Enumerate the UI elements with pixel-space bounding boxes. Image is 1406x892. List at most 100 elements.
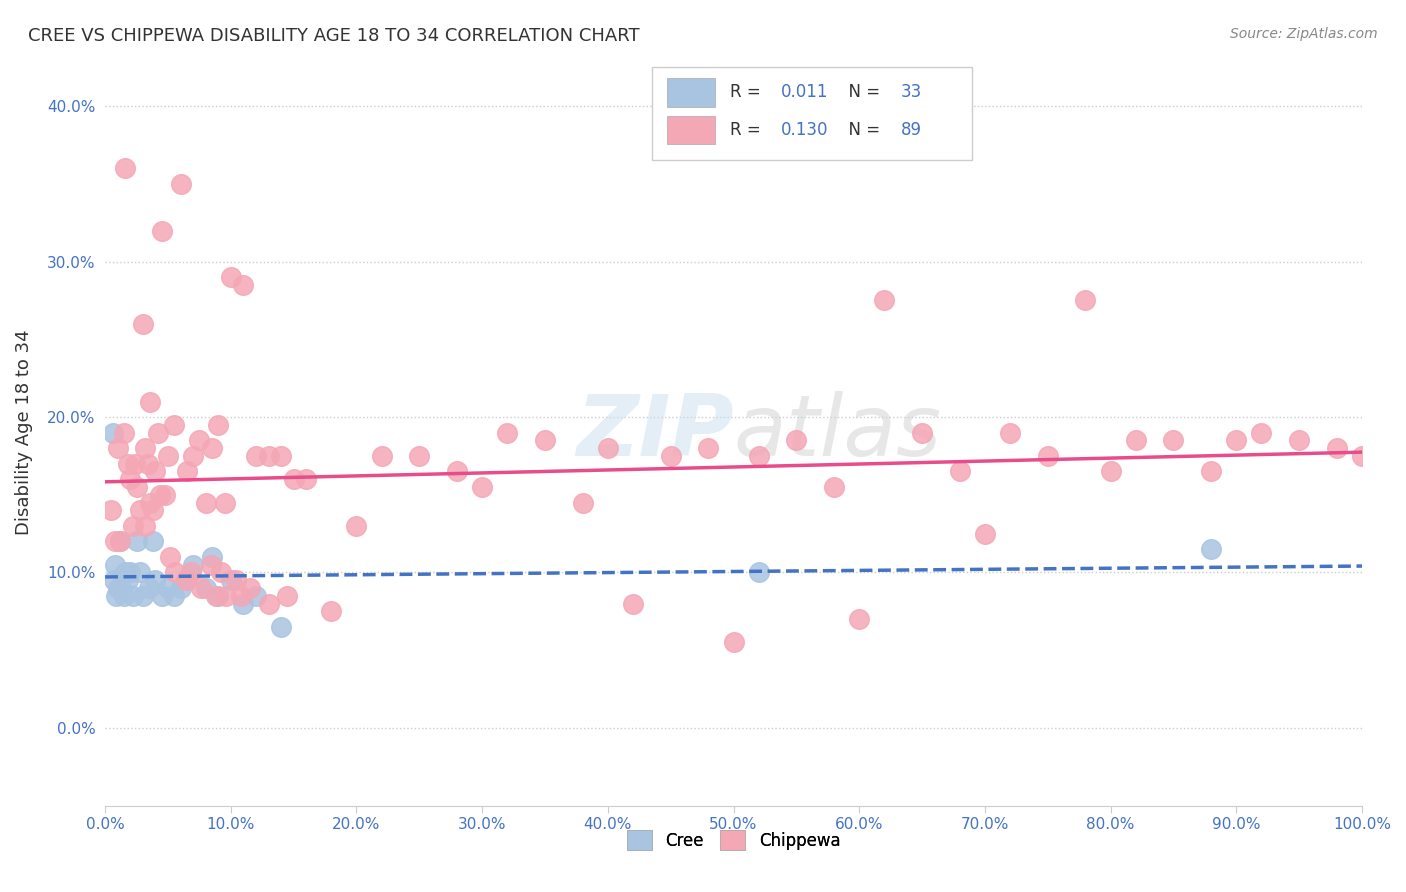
Point [100,503,122,517]
Point [225,573,247,587]
Point [104,534,127,549]
Point [321,604,343,618]
Point [159,549,181,564]
Text: CREE VS CHIPPEWA DISABILITY AGE 18 TO 34 CORRELATION CHART: CREE VS CHIPPEWA DISABILITY AGE 18 TO 34… [28,27,640,45]
Text: ZIP: ZIP [576,391,734,474]
Point [748,566,770,580]
Text: 0.011: 0.011 [782,84,828,102]
Point [108,534,131,549]
Point [114,161,136,176]
Point [121,519,143,533]
Point [150,223,173,237]
Point [181,449,204,463]
Point [1036,449,1059,463]
Point [873,293,896,308]
Point [188,434,211,448]
Point [139,495,162,509]
Point [194,495,217,509]
Point [659,449,682,463]
Point [110,581,132,595]
Y-axis label: Disability Age 18 to 34: Disability Age 18 to 34 [15,330,32,535]
Point [219,270,242,285]
Text: R =: R = [730,120,766,139]
FancyBboxPatch shape [652,67,973,161]
Point [155,488,177,502]
Point [1199,542,1222,557]
Point [245,589,267,603]
Point [295,472,318,486]
Point [120,472,142,486]
Point [229,589,252,603]
Point [346,519,368,533]
Text: N =: N = [838,120,886,139]
Point [1099,465,1122,479]
Point [117,457,139,471]
Point [748,449,770,463]
Point [998,425,1021,440]
Point [207,417,229,432]
Point [201,441,224,455]
Point [232,597,254,611]
Point [215,589,238,603]
Point [107,441,129,455]
Point [145,573,167,587]
Point [121,589,143,603]
Point [101,425,124,440]
Point [571,495,593,509]
Point [132,589,155,603]
Text: 33: 33 [901,84,922,102]
Point [125,534,148,549]
Text: N =: N = [838,84,886,102]
Point [169,177,191,191]
Point [180,566,202,580]
Point [163,589,186,603]
Point [949,465,972,479]
Point [1351,449,1374,463]
Point [496,425,519,440]
Point [270,449,292,463]
Point [142,534,165,549]
Point [911,425,934,440]
Point [146,425,169,440]
Point [785,434,807,448]
Point [149,488,172,502]
Point [257,597,280,611]
Point [446,465,468,479]
Point [1125,434,1147,448]
Point [107,581,129,595]
Point [257,449,280,463]
Point [165,566,187,580]
Point [204,589,226,603]
Point [104,558,127,572]
Point [129,566,152,580]
Point [156,581,179,595]
Point [129,503,152,517]
Text: atlas: atlas [734,391,942,474]
Point [108,534,131,549]
Point [1199,465,1222,479]
Point [1250,425,1272,440]
Text: 89: 89 [901,120,922,139]
Point [138,581,160,595]
Point [408,449,430,463]
Point [125,480,148,494]
Point [190,581,212,595]
Point [219,573,242,587]
Point [471,480,494,494]
Point [276,589,298,603]
Point [124,457,146,471]
Point [283,472,305,486]
Point [150,589,173,603]
Point [176,465,198,479]
Text: R =: R = [730,84,766,102]
Point [697,441,720,455]
Point [1288,434,1310,448]
Point [112,425,135,440]
Point [120,566,142,580]
Point [201,549,224,564]
Point [163,417,186,432]
Point [176,573,198,587]
Point [232,277,254,292]
Point [136,457,159,471]
Text: Source: ZipAtlas.com: Source: ZipAtlas.com [1230,27,1378,41]
